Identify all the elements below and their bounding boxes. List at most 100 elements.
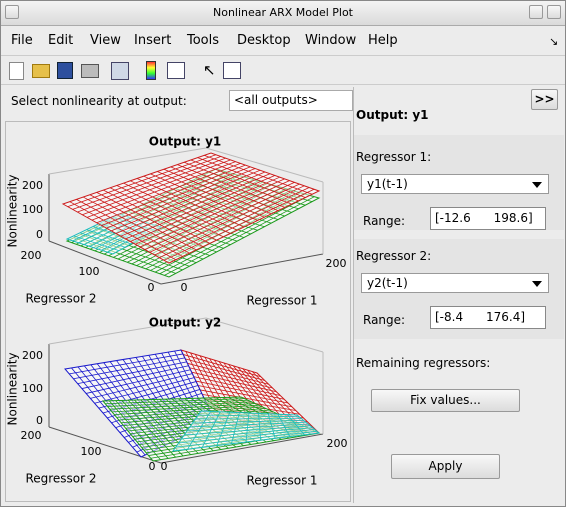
z-tick-label: 200 [22, 349, 43, 362]
menu-item[interactable]: Help [368, 33, 398, 48]
mesh-line [197, 385, 289, 404]
output-selector[interactable]: <all outputs> [229, 90, 353, 111]
mesh-line [175, 430, 317, 448]
toolbar: ↖ [1, 55, 565, 85]
menu-item[interactable]: View [90, 33, 121, 48]
range-label: Range: [363, 313, 406, 327]
axis-line [160, 433, 324, 464]
maximize-button[interactable] [547, 5, 561, 19]
menu-item[interactable]: Desktop [237, 33, 291, 48]
mesh-line [178, 429, 315, 444]
axis-line [48, 426, 162, 464]
mesh-line [267, 413, 276, 439]
menu-item[interactable]: File [11, 33, 33, 48]
plot-title: Output: y1 [149, 135, 222, 149]
mesh-line [245, 412, 250, 443]
title-bar: Nonlinear ARX Model Plot [1, 1, 565, 26]
mesh-line [183, 161, 292, 205]
axis-line [205, 317, 324, 353]
range-label: Range: [363, 214, 406, 228]
regressor-select[interactable]: y2(t-1) [361, 273, 549, 293]
mesh-line [258, 413, 261, 441]
pointer-icon[interactable]: ↖ [203, 61, 216, 79]
regressor-label: Regressor 2: [356, 249, 432, 263]
axis-line [48, 147, 207, 175]
remaining-label: Remaining regressors: [356, 356, 491, 370]
mesh-line [130, 176, 280, 242]
save-icon[interactable] [57, 62, 73, 79]
z-tick-label: 100 [22, 382, 43, 395]
y-axis-label: Regressor 1 [246, 474, 317, 488]
z-tick-label: 200 [22, 179, 43, 192]
legend-icon[interactable] [167, 62, 185, 79]
mesh-line [287, 414, 305, 436]
x-tick-label: 100 [79, 265, 100, 278]
x-tick-label: 0 [149, 460, 156, 473]
y-axis-label: Regressor 1 [246, 294, 317, 308]
y-tick-label: 0 [181, 281, 188, 294]
mesh-line [159, 195, 310, 275]
apply-button[interactable]: Apply [391, 454, 500, 479]
surface [61, 152, 321, 264]
mesh-line [159, 187, 310, 258]
dock-arrow[interactable]: ↘ [549, 35, 559, 48]
mesh-line [197, 157, 306, 198]
mesh-line [139, 180, 290, 248]
axis-line [48, 317, 207, 345]
axis-line [160, 253, 324, 285]
mesh-line [144, 181, 295, 250]
plot-browser-icon[interactable] [223, 62, 241, 79]
print-icon[interactable] [81, 64, 99, 78]
z-axis-label: Nonlinearity [6, 174, 20, 247]
menu-item[interactable]: Insert [134, 33, 172, 48]
regressor-label: Regressor 1: [356, 150, 432, 164]
mesh-line [170, 166, 279, 212]
mesh-line [163, 168, 272, 215]
z-axis-label: Nonlinearity [6, 352, 20, 425]
mesh-line [184, 425, 311, 436]
mesh-line [200, 389, 292, 408]
x-tick-label: 100 [81, 445, 102, 458]
mesh-line [150, 173, 258, 221]
window-title: Nonlinear ARX Model Plot [213, 6, 353, 19]
link-icon[interactable] [111, 62, 129, 80]
mesh-line [143, 175, 251, 225]
mesh-line [181, 427, 313, 440]
menu-item[interactable]: Tools [187, 33, 220, 48]
fix-values-button[interactable]: Fix values... [371, 389, 520, 412]
menu-item[interactable]: Edit [48, 33, 74, 48]
x-axis-label: Regressor 2 [25, 472, 96, 486]
regressor-select[interactable]: y1(t-1) [361, 174, 549, 194]
range-field[interactable]: [-8.4 176.4] [430, 306, 546, 329]
y-tick-label: 200 [327, 437, 348, 450]
x-tick-label: 200 [21, 249, 42, 262]
menu-item[interactable]: Window [305, 33, 357, 48]
mesh-line [125, 175, 275, 240]
open-icon[interactable] [32, 64, 50, 78]
mesh-line [204, 154, 313, 195]
y-tick-label: 0 [161, 460, 168, 473]
colorbar-icon[interactable] [146, 61, 156, 80]
mesh-line [164, 188, 315, 261]
x-axis-label: Regressor 2 [25, 292, 96, 306]
minimize-button[interactable] [529, 5, 543, 19]
range-field[interactable]: [-12.6 198.6] [430, 207, 546, 230]
expand-button[interactable]: >> [531, 89, 558, 110]
new-icon[interactable] [9, 62, 24, 80]
axis-line [205, 147, 324, 183]
control-panel: Output: y1 Regressor 1: y1(t-1) Range: [… [353, 87, 564, 503]
mesh-line [135, 178, 285, 245]
window-menu-button[interactable] [5, 5, 19, 19]
plot-title: Output: y2 [149, 316, 222, 330]
mesh-line [164, 196, 315, 276]
axis-line [48, 240, 162, 285]
plot-panel [5, 121, 351, 502]
z-tick-label: 100 [22, 203, 43, 216]
mesh-line [149, 183, 300, 253]
x-tick-label: 200 [21, 429, 42, 442]
z-tick-label: 0 [36, 228, 43, 241]
mesh-line [157, 171, 265, 218]
mesh-line [190, 159, 299, 202]
